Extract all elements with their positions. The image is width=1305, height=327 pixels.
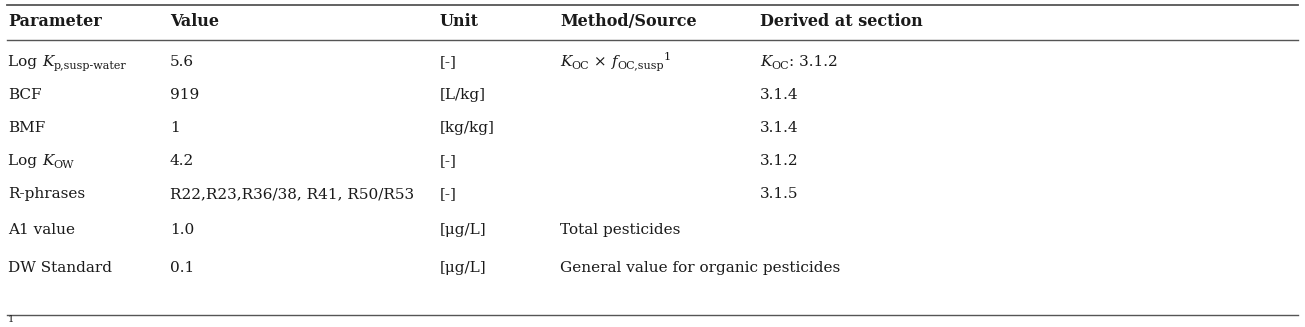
Text: K: K [760,55,771,69]
Text: 3.1.2: 3.1.2 [760,154,799,168]
Text: [μg/L]: [μg/L] [440,223,487,237]
Text: OC,susp: OC,susp [617,61,664,71]
Text: Unit: Unit [440,13,479,30]
Text: 3.1.5: 3.1.5 [760,187,799,201]
Text: [-]: [-] [440,187,457,201]
Text: : 3.1.2: : 3.1.2 [790,55,838,69]
Text: 4.2: 4.2 [170,154,194,168]
Text: 1.0: 1.0 [170,223,194,237]
Text: K: K [560,55,572,69]
Text: Log: Log [8,154,42,168]
Text: A1 value: A1 value [8,223,74,237]
Text: 3.1.4: 3.1.4 [760,121,799,135]
Text: 1: 1 [664,52,671,62]
Text: K: K [42,154,54,168]
Text: Log: Log [8,55,42,69]
Text: 5.6: 5.6 [170,55,194,69]
Text: 919: 919 [170,88,200,102]
Text: ×: × [589,55,612,69]
Text: [-]: [-] [440,154,457,168]
Text: [kg/kg]: [kg/kg] [440,121,495,135]
Text: BCF: BCF [8,88,42,102]
Text: DW Standard: DW Standard [8,261,112,275]
Text: Method/Source: Method/Source [560,13,697,30]
Text: R-phrases: R-phrases [8,187,85,201]
Text: BMF: BMF [8,121,46,135]
Text: f: f [612,55,617,69]
Text: K: K [42,55,54,69]
Text: OC: OC [572,61,589,71]
Text: Total pesticides: Total pesticides [560,223,680,237]
Text: Derived at section: Derived at section [760,13,923,30]
Text: 1: 1 [8,316,14,324]
Text: 3.1.4: 3.1.4 [760,88,799,102]
Text: OC: OC [771,61,790,71]
Text: Value: Value [170,13,219,30]
Text: [L/kg]: [L/kg] [440,88,485,102]
Text: 1: 1 [170,121,180,135]
Text: R22,R23,R36/38, R41, R50/R53: R22,R23,R36/38, R41, R50/R53 [170,187,414,201]
Text: OW: OW [54,160,74,170]
Text: [μg/L]: [μg/L] [440,261,487,275]
Text: General value for organic pesticides: General value for organic pesticides [560,261,840,275]
Text: [-]: [-] [440,55,457,69]
Text: 0.1: 0.1 [170,261,194,275]
Text: Parameter: Parameter [8,13,102,30]
Text: p,susp-water: p,susp-water [54,61,127,71]
